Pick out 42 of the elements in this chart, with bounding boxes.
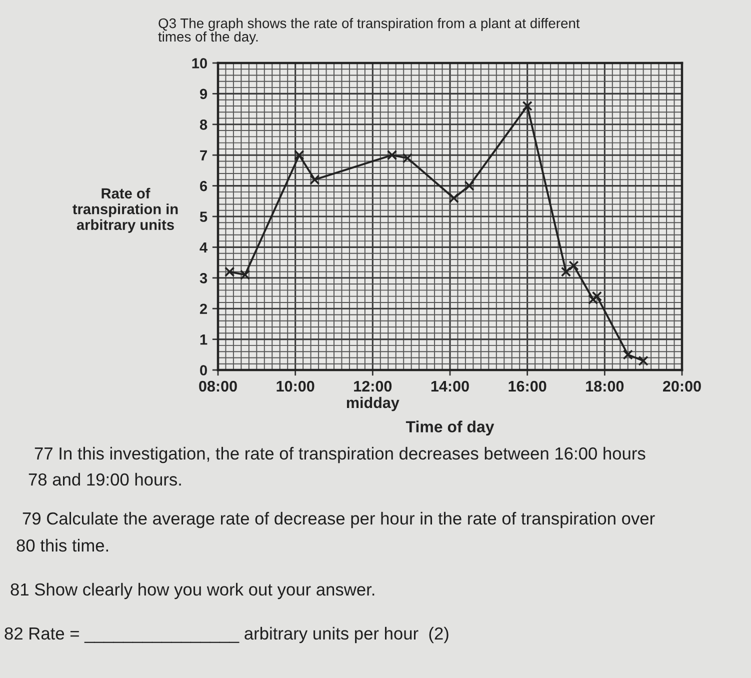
- y-tick-label: 2: [200, 304, 207, 314]
- y-tick-label: 10: [192, 58, 207, 68]
- x-tick-label: 10:00: [276, 380, 314, 392]
- point: [592, 291, 602, 302]
- point: [560, 266, 572, 277]
- y-tick-label: 3: [200, 273, 208, 284]
- point: [224, 266, 235, 277]
- text: 78 and 19:00 hours.: [28, 472, 181, 486]
- point: [638, 356, 648, 366]
- point: [294, 150, 304, 160]
- text: 81 Show clearly how you work out your answer.: [10, 582, 374, 600]
- x-tick-label: 20:00: [662, 380, 701, 392]
- point: [310, 174, 320, 185]
- point: [464, 180, 474, 191]
- text: 82 Rate = ________________ arbitrary units per hour (2): [4, 626, 448, 644]
- y-tick-label: 0: [200, 365, 207, 376]
- point: [402, 153, 413, 164]
- y-tick-label: 4: [200, 242, 208, 252]
- x-axis-title: Time of day: [406, 420, 494, 436]
- x-tick-label: 16:00: [508, 380, 546, 392]
- point: [448, 193, 459, 204]
- text: 79 Calculate the average rate of decrease per hour in the rate of transpiration over: [22, 512, 655, 528]
- point: [568, 260, 579, 271]
- x-tick-label: 18:00: [586, 380, 624, 392]
- x-tick-label: 08:00: [199, 380, 237, 392]
- point: [522, 100, 532, 112]
- y-tick-label: 8: [200, 120, 208, 130]
- y-axis-title: Rate of transpiration in arbitrary units: [72, 188, 178, 233]
- chart-title: Q3 The graph shows the rate of transpiration from a plant at different times of the day.: [158, 18, 580, 44]
- text: 80 this time.: [16, 538, 108, 552]
- y-tick-label: 5: [200, 212, 208, 222]
- point: [622, 350, 633, 360]
- point: [240, 270, 250, 280]
- x-tick-label: 14:00: [431, 380, 469, 392]
- text: 77 In this investigation, the rate of transpiration decreases between 16:00 hours: [34, 446, 646, 464]
- point: [386, 150, 398, 160]
- y-tick-label: 9: [200, 88, 208, 100]
- x-tick-label: 12:00 midday: [346, 380, 400, 412]
- y-tick-label: 1: [200, 334, 208, 345]
- point: [588, 294, 598, 304]
- y-tick-label: 6: [200, 180, 208, 192]
- y-tick-label: 7: [200, 150, 207, 160]
